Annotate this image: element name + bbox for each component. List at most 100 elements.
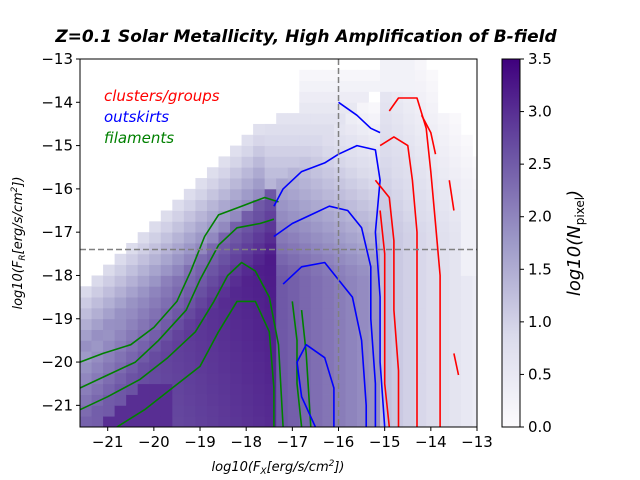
heat-cell	[380, 416, 392, 427]
heat-cell	[391, 156, 404, 168]
heat-cell	[241, 351, 254, 363]
heat-cell	[345, 297, 358, 309]
x-tick-label: −20	[138, 433, 170, 451]
heat-cell	[287, 243, 300, 255]
heat-cell	[437, 286, 450, 298]
heat-cell	[310, 123, 323, 136]
heat-cell	[368, 243, 381, 255]
heat-cell	[333, 416, 346, 427]
heat-cell	[276, 318, 289, 330]
heat-cell	[172, 372, 185, 385]
heat-cell	[206, 264, 219, 276]
heat-cell	[195, 372, 208, 385]
heat-cell	[368, 297, 381, 309]
heat-cell	[241, 199, 254, 211]
heat-cell	[403, 91, 416, 103]
heat-cell	[437, 275, 450, 287]
heat-cell	[460, 199, 473, 211]
heat-cell	[368, 167, 381, 179]
heat-cell	[183, 318, 196, 330]
heat-cell	[437, 416, 450, 427]
heat-cell	[472, 221, 477, 233]
heat-cell	[426, 232, 439, 244]
heat-cell	[206, 243, 219, 255]
heat-cell	[206, 199, 219, 211]
heat-cell	[345, 383, 358, 395]
heat-cell	[391, 243, 404, 255]
heat-cell	[472, 394, 477, 406]
heat-cell	[287, 145, 300, 157]
heat-cell	[333, 318, 346, 330]
heat-cell	[322, 340, 335, 352]
heat-cell	[414, 405, 427, 417]
heat-cell	[299, 167, 312, 179]
heat-cell	[126, 416, 139, 427]
heat-cell	[137, 286, 150, 298]
heat-cell	[345, 416, 358, 427]
heat-cell	[403, 329, 416, 341]
heat-cell	[299, 351, 312, 363]
heat-cell	[230, 221, 242, 233]
heat-cell	[414, 416, 427, 427]
heat-cell	[310, 383, 323, 395]
heat-cell	[149, 329, 162, 341]
heat-cell	[322, 329, 335, 341]
heat-cell	[126, 340, 139, 352]
y-tick-label: −15	[41, 137, 73, 155]
colorbar-tick-label: 2.0	[528, 208, 552, 226]
heat-cell	[299, 69, 312, 82]
heat-cell	[287, 351, 300, 363]
heat-cell	[126, 405, 139, 417]
heat-cell	[160, 372, 173, 385]
heat-cell	[230, 253, 242, 266]
contour-filaments	[116, 300, 275, 427]
heat-cell	[414, 145, 427, 157]
heat-cell	[149, 286, 162, 298]
heat-cell	[460, 286, 473, 298]
heat-cell	[149, 253, 162, 266]
heat-cell	[80, 340, 92, 352]
heat-cell	[264, 362, 277, 374]
heat-cell	[195, 243, 208, 255]
heat-cell	[356, 123, 369, 136]
heat-cell	[460, 307, 473, 320]
heat-cell	[299, 123, 312, 136]
plot-frame	[79, 58, 478, 428]
heat-cell	[218, 329, 231, 341]
heat-cell	[391, 318, 404, 330]
heat-cell	[160, 210, 173, 222]
heat-cell	[380, 210, 392, 222]
heat-cell	[403, 275, 416, 287]
heat-cell	[287, 221, 300, 233]
heat-cell	[345, 329, 358, 341]
heat-cell	[426, 394, 439, 406]
heat-cell	[414, 232, 427, 244]
heat-cell	[310, 69, 323, 82]
heat-cell	[426, 243, 439, 255]
heat-cell	[414, 372, 427, 385]
contour-lines	[80, 97, 460, 427]
heat-cell	[368, 383, 381, 395]
heat-cell	[391, 102, 404, 114]
heat-cell	[230, 232, 242, 244]
heat-cell	[345, 318, 358, 330]
heat-cell	[414, 199, 427, 211]
heat-cell	[241, 405, 254, 417]
heat-cell	[287, 123, 300, 136]
heat-cell	[172, 199, 185, 211]
heat-cell	[460, 394, 473, 406]
heat-cell	[437, 394, 450, 406]
heat-cell	[218, 264, 231, 276]
heat-cell	[183, 188, 196, 201]
heat-cell	[356, 416, 369, 427]
heat-cell	[322, 264, 335, 276]
heat-cell	[276, 243, 289, 255]
heat-cell	[126, 394, 139, 406]
y-tick-label: −18	[41, 266, 73, 284]
heat-cell	[437, 264, 450, 276]
heat-cell	[345, 167, 358, 179]
heat-cell	[322, 210, 335, 222]
heat-cell	[160, 297, 173, 309]
heat-cell	[241, 372, 254, 385]
heat-cell	[206, 275, 219, 287]
